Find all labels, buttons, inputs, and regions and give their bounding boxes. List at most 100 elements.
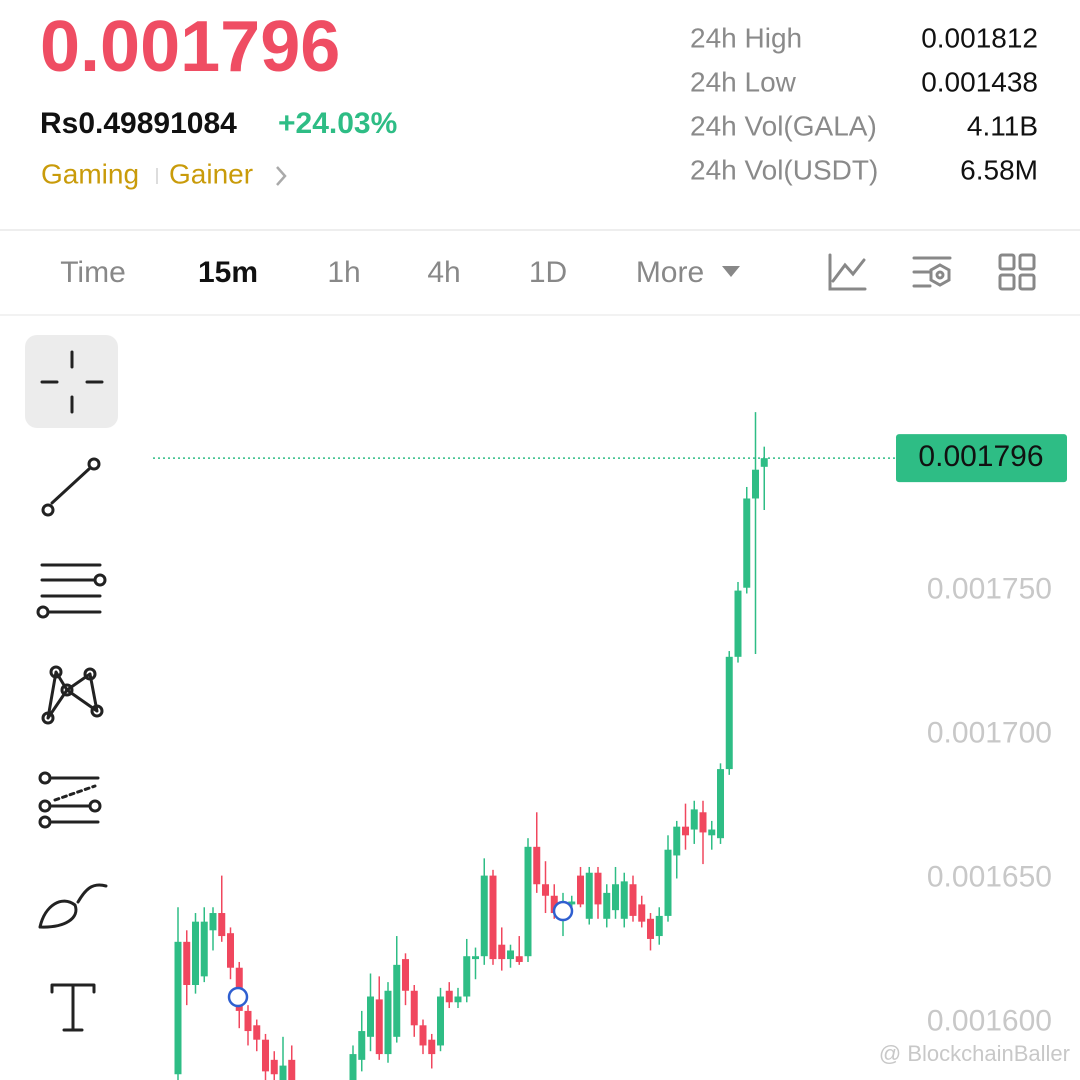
chevron — [276, 166, 287, 186]
indicator-icon[interactable] — [828, 253, 867, 291]
candle-body — [585, 872, 593, 919]
stat-label: 24h Vol(GALA) — [690, 110, 877, 141]
candle-body — [717, 769, 724, 839]
brush-tool[interactable] — [38, 883, 108, 929]
candle-body — [752, 469, 759, 499]
candle-body — [367, 996, 374, 1037]
candle-body — [577, 875, 584, 905]
candle-body — [419, 1025, 427, 1046]
candle-body — [734, 590, 742, 657]
candle-body — [690, 809, 698, 830]
candle-body — [375, 999, 383, 1055]
candle-body — [402, 959, 409, 991]
interval-tab[interactable]: 4h — [427, 256, 460, 289]
stat-label: 24h Low — [690, 66, 797, 97]
candle-body — [480, 875, 488, 957]
text-tool[interactable] — [50, 983, 96, 1032]
stat-label: 24h High — [690, 22, 802, 53]
order-marker — [227, 986, 249, 1008]
candle-body — [620, 881, 628, 919]
y-tick-label: 0.001600 — [927, 1004, 1052, 1037]
candle-body — [253, 1025, 261, 1040]
pattern-tool[interactable] — [41, 665, 104, 725]
chart: 0.001600 0.001650 0.001700 0.001750 0.001796 — [153, 412, 1067, 1080]
candle-body — [760, 458, 768, 467]
candle-body — [498, 944, 506, 960]
interval-tab[interactable]: 1h — [327, 256, 360, 289]
interval-tab[interactable]: More — [636, 256, 704, 289]
candle-body — [454, 996, 462, 1003]
candle-body — [550, 895, 558, 914]
candle-body — [655, 915, 663, 937]
candle-body — [507, 950, 514, 960]
candle-body — [200, 921, 208, 977]
candle-body — [270, 1059, 278, 1075]
candle-body — [533, 846, 541, 885]
candle-body — [638, 904, 646, 922]
candle-body — [279, 1065, 287, 1080]
stat-value: 0.001438 — [921, 66, 1038, 97]
parallel-tool[interactable] — [36, 563, 107, 619]
candle-body — [393, 964, 401, 1037]
last-price-label: 0.001796 — [918, 440, 1043, 473]
candle-body — [515, 956, 523, 962]
candle-body — [262, 1039, 269, 1072]
settings-icon[interactable] — [912, 256, 952, 288]
candle-body — [699, 812, 707, 833]
candle-body — [463, 956, 471, 997]
candle-body — [612, 884, 619, 911]
candle-body — [445, 990, 453, 1003]
candle-body — [594, 872, 602, 905]
candle-body — [489, 875, 497, 960]
candle-body — [437, 996, 444, 1046]
tabs: Time 15m 1h 4h 1D More — [60, 256, 704, 289]
candle-body — [183, 941, 191, 985]
candle-body — [472, 956, 479, 960]
interval-tab[interactable]: Time — [60, 256, 126, 289]
y-tick-label: 0.001650 — [927, 860, 1052, 893]
fib-tool[interactable] — [38, 771, 102, 829]
y-tick-label: 0.001700 — [927, 716, 1052, 749]
crosshair-tool[interactable] — [40, 350, 104, 414]
y-tick-label: 0.001750 — [927, 573, 1052, 606]
candle-body — [629, 884, 637, 916]
candle-body — [524, 846, 532, 957]
interval-tab[interactable]: 1D — [529, 256, 567, 289]
plot-area — [174, 412, 768, 1080]
candle-body — [743, 498, 751, 588]
candle-body — [682, 826, 689, 836]
candle-body — [603, 892, 611, 919]
change-percent: +24.03% — [278, 107, 397, 140]
candle-body — [358, 1031, 366, 1060]
last-price: 0.001796 — [40, 7, 340, 87]
stats: 24h High 0.001812 24h Low 0.001438 24h Vol(G… — [690, 22, 1038, 185]
dropdown-caret — [722, 266, 740, 277]
stat-value: 0.001812 — [921, 22, 1038, 53]
line-tool[interactable] — [41, 457, 101, 517]
candle-body — [227, 933, 234, 968]
interval-tab[interactable]: 15m — [198, 256, 258, 289]
tag[interactable]: Gainer — [169, 158, 253, 189]
last-price-tag — [896, 434, 1067, 483]
candle-body — [708, 829, 716, 836]
candle-body — [218, 913, 226, 937]
candle-body — [664, 849, 672, 916]
tag[interactable]: Gaming — [41, 158, 139, 189]
order-marker — [552, 900, 574, 922]
candle-body — [725, 656, 733, 770]
stat-label: 24h Vol(USDT) — [690, 154, 878, 185]
candle-body — [244, 1010, 252, 1032]
stat-value: 4.11B — [967, 110, 1038, 141]
fiat-price: Rs0.49891084 — [40, 107, 237, 140]
candle-body — [209, 913, 217, 931]
candle-body — [647, 918, 654, 939]
candle-body — [673, 826, 681, 856]
candle-body — [568, 901, 576, 905]
candle-body — [410, 990, 418, 1026]
candle-body — [428, 1039, 436, 1055]
candle-body — [542, 884, 549, 896]
stat-value: 6.58M — [960, 154, 1038, 185]
tool-selected-bg — [25, 335, 118, 428]
layout-icon[interactable] — [998, 253, 1036, 291]
